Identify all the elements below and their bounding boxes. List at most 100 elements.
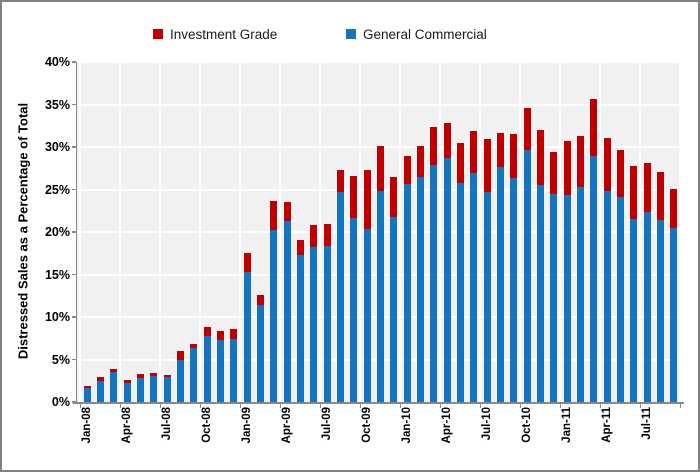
y-tick-label: 35% bbox=[44, 97, 70, 112]
bar-segment-investment-grade bbox=[283, 202, 291, 221]
bar-segment-general-commercial bbox=[603, 191, 611, 402]
bar-segment-general-commercial bbox=[443, 158, 451, 402]
bar-segment-general-commercial bbox=[416, 176, 424, 402]
y-axis-tick bbox=[71, 358, 76, 361]
bar-segment-general-commercial bbox=[230, 339, 238, 402]
bar-segment-investment-grade bbox=[670, 188, 678, 228]
bar-segment-general-commercial bbox=[643, 211, 651, 402]
bar-segment-general-commercial bbox=[283, 220, 291, 402]
bar-segment-general-commercial bbox=[323, 246, 331, 402]
bar-segment-general-commercial bbox=[363, 228, 371, 402]
x-tick-label: Oct-10 bbox=[521, 407, 534, 443]
x-tick-label: Apr-09 bbox=[281, 407, 293, 444]
bar-segment-investment-grade bbox=[523, 107, 531, 150]
y-tick-label: 25% bbox=[44, 182, 70, 197]
bar-segment-general-commercial bbox=[96, 380, 104, 402]
y-tick-label: 5% bbox=[51, 352, 70, 367]
bar-segment-investment-grade bbox=[443, 123, 451, 159]
x-axis-tick bbox=[399, 403, 402, 408]
bar-segment-general-commercial bbox=[456, 182, 464, 402]
x-tick-label: Jan-08 bbox=[81, 407, 93, 444]
bar-segment-general-commercial bbox=[403, 184, 411, 402]
bar-segment-general-commercial bbox=[670, 227, 678, 402]
bar-segment-general-commercial bbox=[203, 335, 211, 402]
bar-segment-general-commercial bbox=[150, 375, 158, 402]
bar-segment-general-commercial bbox=[296, 254, 304, 402]
bar-segment-general-commercial bbox=[176, 359, 184, 402]
bar-segment-investment-grade bbox=[176, 351, 184, 360]
bar-segment-general-commercial bbox=[243, 271, 251, 402]
legend-item-investment-grade: Investment Grade bbox=[153, 26, 277, 42]
bar-segment-investment-grade bbox=[483, 139, 491, 193]
x-tick-label: Apr-08 bbox=[121, 407, 133, 444]
y-axis-tick bbox=[71, 61, 76, 63]
bar-segment-investment-grade bbox=[416, 146, 424, 177]
bar-segment-general-commercial bbox=[483, 192, 491, 402]
x-axis-tick bbox=[159, 403, 162, 408]
bar-segment-general-commercial bbox=[336, 192, 344, 402]
x-axis-tick bbox=[439, 403, 442, 408]
bar-segment-investment-grade bbox=[550, 152, 558, 194]
bar-segment-investment-grade bbox=[123, 379, 131, 384]
x-tick-label: Jan-09 bbox=[241, 407, 253, 444]
y-tick-label: 30% bbox=[44, 140, 70, 154]
bar-segment-general-commercial bbox=[83, 388, 91, 402]
x-axis-tick bbox=[279, 403, 282, 408]
bar-segment-investment-grade bbox=[496, 132, 504, 168]
legend-swatch-general-commercial-icon bbox=[346, 29, 356, 39]
horizontal-gridline bbox=[77, 61, 680, 63]
x-tick-label: Jan-11 bbox=[561, 407, 574, 443]
bar-segment-investment-grade bbox=[350, 175, 358, 219]
x-axis-tick bbox=[359, 403, 362, 408]
x-axis-tick bbox=[519, 403, 522, 408]
x-tick-label: Apr-10 bbox=[441, 407, 454, 444]
x-tick-label: Jul-08 bbox=[161, 407, 173, 441]
bar-segment-investment-grade bbox=[470, 130, 478, 174]
bar-segment-investment-grade bbox=[83, 385, 91, 389]
bar-segment-general-commercial bbox=[350, 218, 358, 402]
bar-segment-general-commercial bbox=[590, 156, 598, 402]
bar-segment-general-commercial bbox=[190, 348, 198, 402]
legend-label-general-commercial: General Commercial bbox=[363, 26, 487, 42]
bar-segment-investment-grade bbox=[630, 165, 638, 220]
x-axis-tick bbox=[199, 403, 202, 408]
bar-segment-investment-grade bbox=[310, 225, 318, 248]
bar-segment-general-commercial bbox=[496, 167, 504, 402]
bar-segment-general-commercial bbox=[536, 185, 544, 402]
y-axis-tick bbox=[71, 188, 76, 191]
bar-segment-investment-grade bbox=[96, 377, 104, 381]
y-axis-tick bbox=[71, 316, 76, 318]
bar-segment-general-commercial bbox=[576, 186, 584, 402]
y-axis-line bbox=[75, 62, 77, 404]
y-tick-label: 40% bbox=[44, 55, 70, 69]
bar-segment-investment-grade bbox=[136, 373, 144, 379]
bar-segment-investment-grade bbox=[456, 142, 464, 183]
x-axis-tick bbox=[119, 403, 122, 408]
bar-segment-investment-grade bbox=[150, 373, 158, 376]
bar-segment-general-commercial bbox=[656, 220, 664, 402]
bar-segment-investment-grade bbox=[216, 330, 224, 340]
bar-segment-investment-grade bbox=[296, 239, 304, 255]
bar-segment-investment-grade bbox=[430, 127, 438, 165]
x-tick-label: Oct-08 bbox=[201, 407, 213, 443]
y-tick-label: 0% bbox=[51, 395, 70, 409]
x-tick-label: Jan-10 bbox=[401, 407, 414, 444]
horizontal-gridline bbox=[77, 103, 680, 106]
plot-area bbox=[77, 61, 682, 402]
bar-segment-investment-grade bbox=[590, 98, 598, 157]
bar-segment-investment-grade bbox=[510, 134, 518, 179]
bar-segment-general-commercial bbox=[163, 377, 171, 402]
bar-segment-general-commercial bbox=[470, 173, 478, 402]
bar-segment-investment-grade bbox=[230, 328, 238, 340]
bar-segment-general-commercial bbox=[376, 191, 384, 402]
bar-segment-general-commercial bbox=[390, 216, 398, 402]
bar-segment-investment-grade bbox=[256, 294, 264, 306]
bar-segment-investment-grade bbox=[536, 130, 544, 186]
x-axis-tick bbox=[599, 403, 602, 408]
bar-segment-investment-grade bbox=[616, 149, 624, 198]
bar-segment-investment-grade bbox=[110, 368, 118, 373]
bar-segment-general-commercial bbox=[123, 383, 131, 402]
x-axis-tick bbox=[679, 403, 682, 408]
bar-segment-investment-grade bbox=[403, 155, 411, 185]
x-tick-label: Jul-11 bbox=[641, 407, 654, 440]
